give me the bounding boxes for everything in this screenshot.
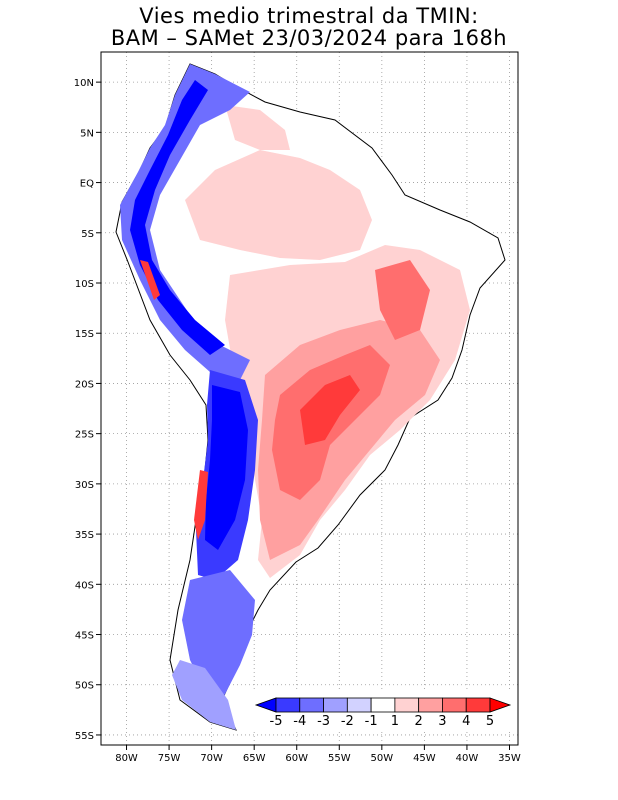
- lon-tick-label: 80W: [115, 753, 138, 764]
- lat-tick-label: 40S: [75, 580, 94, 591]
- map-frame: [100, 51, 519, 746]
- lon-tick-label: 35W: [498, 753, 521, 764]
- lat-tick-label: 5N: [80, 128, 94, 139]
- colorbar-label: 5: [486, 714, 494, 729]
- lat-tick-label: 5S: [81, 229, 94, 240]
- cold-bias-andes-north: [120, 64, 250, 380]
- warm-streak-andes: [194, 470, 208, 540]
- lon-tick-label: 75W: [158, 753, 181, 764]
- colorbar-label: -2: [341, 714, 354, 729]
- warm-streak-peru: [140, 260, 160, 300]
- lat-tick-label: 20S: [75, 379, 94, 390]
- lat-tick-label: EQ: [80, 179, 94, 190]
- lon-tick-label: 45W: [413, 753, 436, 764]
- light-warm-bias-northwest: [225, 105, 290, 150]
- map-title-line2: BAM – SAMet 23/03/2024 para 168h: [110, 26, 508, 50]
- colorbar-label: -4: [293, 714, 306, 729]
- light-warm-bias-north: [185, 150, 372, 260]
- colorbar-box: [299, 697, 324, 713]
- strong-cold-bias-chile: [205, 385, 248, 550]
- colorbar-box: [346, 697, 372, 713]
- colorbar-label: 3: [438, 714, 446, 729]
- colorbar-box: [442, 697, 467, 713]
- colorbar-label: 2: [415, 714, 423, 729]
- lon-tick-label: 55W: [328, 753, 351, 764]
- colorbar-box: [275, 697, 301, 713]
- colorbar-label: 1: [391, 714, 399, 729]
- lat-tick-label: 50S: [75, 681, 94, 692]
- map-title-line1: Vies medio trimestral da TMIN:: [139, 4, 479, 28]
- colorbar-box: [465, 697, 491, 713]
- colorbar-label: 4: [462, 714, 470, 729]
- colorbar-box: [418, 697, 443, 713]
- mild-cold-bias-patagonia: [172, 660, 236, 730]
- lat-tick-label: 55S: [75, 731, 94, 742]
- colorbar-label: -5: [270, 714, 283, 729]
- colorbar-max-arrow: [489, 697, 512, 713]
- lon-tick-label: 50W: [371, 753, 394, 764]
- colorbar-box: [370, 697, 396, 713]
- colorbar-label: -3: [317, 714, 330, 729]
- lat-tick-label: 10S: [75, 279, 94, 290]
- very-strong-warm-bias: [300, 375, 360, 445]
- colorbar-box: [323, 697, 348, 713]
- lon-tick-label: 65W: [243, 753, 266, 764]
- lon-tick-label: 60W: [285, 753, 308, 764]
- warm-bias-northeast: [375, 260, 430, 340]
- longitude-tick-labels: 80W 75W 70W 65W 60W 55W 50W 45W 40W 35W: [115, 745, 521, 764]
- lat-tick-label: 25S: [75, 430, 94, 441]
- lat-tick-label: 35S: [75, 530, 94, 541]
- colorbar: -5 -4 -3 -2 -1 1 2 3 4 5: [252, 692, 514, 730]
- colorbar-label: -1: [365, 714, 378, 729]
- lat-tick-label: 45S: [75, 631, 94, 642]
- latitude-tick-labels: 10N 5N EQ 5S 10S 15S 20S 25S 30S 35S 40S 45S 50S 55S: [74, 78, 101, 742]
- lat-tick-label: 30S: [75, 480, 94, 491]
- lat-tick-label: 10N: [74, 78, 94, 89]
- colorbar-box: [394, 697, 420, 713]
- lat-tick-label: 15S: [75, 329, 94, 340]
- lon-tick-label: 40W: [456, 753, 479, 764]
- lon-tick-label: 70W: [200, 753, 223, 764]
